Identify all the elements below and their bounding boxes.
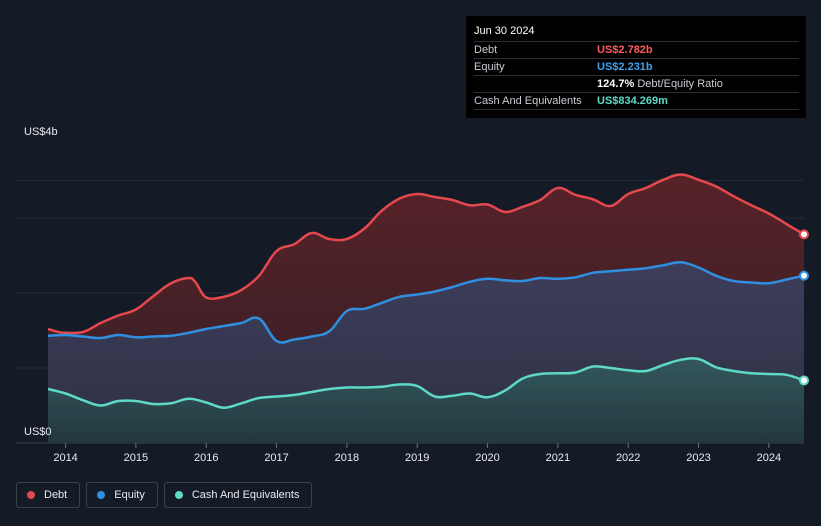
cash-end-marker — [799, 375, 809, 386]
legend-cash-dot — [174, 491, 183, 499]
tooltip-date: Jun 30 2024 — [474, 25, 535, 37]
legend-debt-label: Debt — [44, 489, 68, 501]
x-tick-label-2019: 2019 — [405, 452, 429, 464]
tooltip-ratio-row: 124.7% Debt/Equity Ratio — [474, 75, 799, 92]
x-tick-label-2018: 2018 — [335, 452, 359, 464]
tooltip-equity-row: Equity US$2.231b — [474, 58, 799, 75]
x-tick-label-2016: 2016 — [194, 452, 218, 464]
legend-equity-dot — [97, 491, 106, 499]
debt-line — [47, 173, 805, 335]
data-tooltip: Jun 30 2024 Debt US$2.782b Equity US$2.2… — [466, 16, 806, 118]
x-tick-label-2022: 2022 — [616, 452, 640, 464]
x-axis-ticks: 2014 2015 2016 2017 2018 2019 2020 2021 2022 2023… — [53, 443, 781, 464]
cash-line — [47, 357, 805, 410]
legend-debt-dot — [27, 491, 35, 499]
y-axis-ticks: US$4b US$0 — [24, 126, 58, 438]
tooltip-debt-row: Debt US$2.782b — [474, 41, 799, 58]
debt-end-marker — [799, 229, 809, 240]
tooltip-cash-row: Cash And Equivalents US$834.269m — [474, 92, 799, 109]
tooltip-debt-label: Debt — [474, 44, 498, 56]
legend-cash-label: Cash And Equivalents — [191, 489, 300, 501]
tooltip-ratio-value: 124.7% — [597, 78, 635, 90]
chart-legend: Debt Equity Cash And Equivalents — [16, 482, 313, 508]
x-tick-label-2020: 2020 — [475, 452, 499, 464]
x-tick-label-2023: 2023 — [686, 452, 710, 464]
tooltip-ratio-label: Debt/Equity Ratio — [637, 78, 723, 90]
x-tick-label-2015: 2015 — [124, 452, 148, 464]
legend-equity-label: Equity — [114, 489, 145, 501]
legend-debt[interactable]: Debt — [16, 482, 81, 508]
tooltip-cash-value: US$834.269m — [597, 95, 668, 107]
equity-end-marker — [799, 270, 809, 281]
equity-line — [47, 260, 805, 344]
tooltip-equity-value: US$2.231b — [597, 61, 653, 73]
x-tick-label-2021: 2021 — [546, 452, 570, 464]
legend-cash[interactable]: Cash And Equivalents — [163, 482, 313, 508]
cash-area — [48, 358, 804, 443]
legend-equity[interactable]: Equity — [86, 482, 158, 508]
x-tick-label-2017: 2017 — [264, 452, 288, 464]
tooltip-cash-label: Cash And Equivalents — [474, 95, 582, 107]
y-tick-label-4000: US$4b — [24, 126, 58, 138]
x-tick-label-2014: 2014 — [53, 452, 77, 464]
tooltip-debt-value: US$2.782b — [597, 44, 653, 56]
x-tick-label-2024: 2024 — [757, 452, 781, 464]
tooltip-equity-label: Equity — [474, 61, 505, 73]
y-tick-label-0: US$0 — [24, 426, 52, 438]
